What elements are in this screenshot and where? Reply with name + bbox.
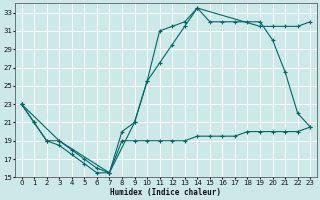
X-axis label: Humidex (Indice chaleur): Humidex (Indice chaleur) — [110, 188, 221, 197]
